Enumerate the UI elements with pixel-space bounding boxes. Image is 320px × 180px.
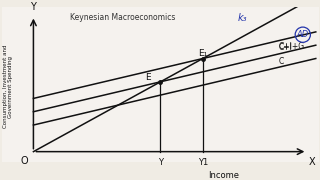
Text: k₃: k₃ (238, 13, 247, 23)
Text: Y: Y (30, 2, 36, 12)
Text: Keynesian Macroeconomics: Keynesian Macroeconomics (70, 13, 175, 22)
Text: X: X (308, 157, 315, 167)
Text: E: E (145, 73, 151, 82)
Text: C+I: C+I (279, 43, 293, 52)
Text: C: C (279, 57, 284, 66)
Text: Consumption, Investment and
Government Spending: Consumption, Investment and Government S… (3, 45, 13, 128)
Text: Income: Income (208, 170, 239, 179)
Text: O: O (21, 156, 28, 166)
Text: Y1: Y1 (198, 158, 208, 166)
Text: Y: Y (158, 158, 163, 166)
Text: E₁: E₁ (199, 49, 208, 58)
Text: AD: AD (297, 30, 309, 39)
Text: C+I+G: C+I+G (279, 42, 305, 51)
